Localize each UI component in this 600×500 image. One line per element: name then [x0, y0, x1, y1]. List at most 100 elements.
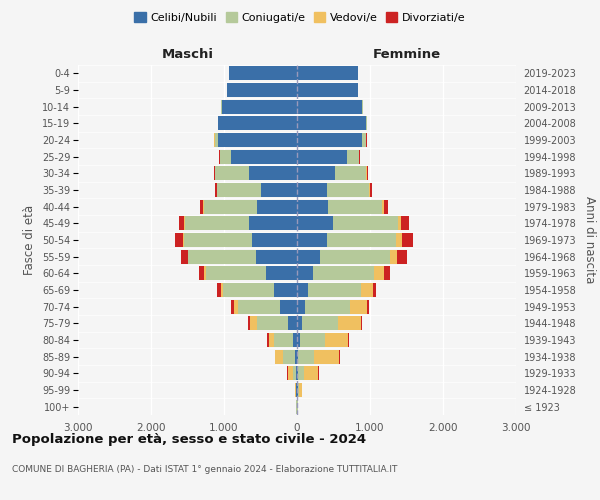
Bar: [320, 250, 390, 264]
Bar: [300, 333, 325, 347]
Bar: [335, 166, 367, 180]
Bar: [217, 183, 261, 197]
Bar: [398, 216, 401, 230]
Bar: [220, 150, 232, 164]
Bar: [287, 366, 293, 380]
Bar: [333, 216, 398, 230]
Bar: [293, 366, 296, 380]
Bar: [232, 150, 297, 164]
Bar: [297, 200, 328, 214]
Bar: [214, 166, 215, 180]
Bar: [230, 300, 234, 314]
Bar: [249, 216, 297, 230]
Bar: [298, 383, 299, 397]
Bar: [308, 283, 361, 297]
Bar: [384, 200, 388, 214]
Bar: [362, 133, 366, 147]
Bar: [367, 166, 368, 180]
Bar: [215, 183, 217, 197]
Bar: [313, 266, 374, 280]
Bar: [288, 316, 297, 330]
Bar: [275, 350, 283, 364]
Bar: [327, 183, 368, 197]
Bar: [297, 300, 305, 314]
Bar: [297, 350, 298, 364]
Bar: [361, 316, 362, 330]
Bar: [199, 266, 205, 280]
Bar: [248, 316, 250, 330]
Bar: [382, 200, 384, 214]
Bar: [297, 283, 308, 297]
Bar: [185, 216, 249, 230]
Bar: [299, 383, 302, 397]
Bar: [298, 366, 304, 380]
Bar: [402, 233, 413, 247]
Bar: [297, 316, 302, 330]
Bar: [373, 283, 376, 297]
Text: Femmine: Femmine: [373, 48, 440, 61]
Bar: [295, 350, 297, 364]
Bar: [269, 333, 274, 347]
Bar: [297, 233, 327, 247]
Bar: [200, 200, 203, 214]
Bar: [314, 350, 339, 364]
Bar: [206, 266, 266, 280]
Bar: [297, 266, 313, 280]
Bar: [327, 233, 396, 247]
Legend: Celibi/Nubili, Coniugati/e, Vedovi/e, Divorziati/e: Celibi/Nubili, Coniugati/e, Vedovi/e, Di…: [130, 8, 470, 28]
Bar: [222, 100, 297, 114]
Bar: [368, 183, 370, 197]
Bar: [297, 166, 335, 180]
Bar: [365, 116, 367, 130]
Y-axis label: Anni di nascita: Anni di nascita: [583, 196, 596, 284]
Bar: [304, 366, 319, 380]
Bar: [374, 266, 384, 280]
Bar: [396, 233, 402, 247]
Bar: [367, 300, 369, 314]
Bar: [302, 316, 338, 330]
Text: Maschi: Maschi: [161, 48, 214, 61]
Bar: [175, 233, 183, 247]
Bar: [280, 300, 297, 314]
Bar: [297, 216, 333, 230]
Bar: [215, 133, 218, 147]
Bar: [283, 350, 295, 364]
Bar: [249, 166, 297, 180]
Bar: [350, 300, 367, 314]
Bar: [223, 283, 274, 297]
Bar: [384, 266, 390, 280]
Text: Popolazione per età, sesso e stato civile - 2024: Popolazione per età, sesso e stato civil…: [12, 432, 366, 446]
Bar: [203, 200, 257, 214]
Bar: [397, 250, 407, 264]
Bar: [221, 283, 223, 297]
Bar: [297, 66, 358, 80]
Bar: [252, 233, 297, 247]
Bar: [181, 250, 188, 264]
Bar: [238, 300, 280, 314]
Bar: [370, 183, 372, 197]
Bar: [229, 66, 297, 80]
Bar: [217, 283, 221, 297]
Y-axis label: Fasce di età: Fasce di età: [23, 205, 37, 275]
Bar: [361, 283, 373, 297]
Bar: [179, 216, 184, 230]
Bar: [401, 216, 409, 230]
Bar: [297, 366, 298, 380]
Bar: [328, 200, 382, 214]
Bar: [267, 333, 269, 347]
Text: COMUNE DI BAGHERIA (PA) - Dati ISTAT 1° gennaio 2024 - Elaborazione TUTTITALIA.I: COMUNE DI BAGHERIA (PA) - Dati ISTAT 1° …: [12, 466, 397, 474]
Bar: [188, 250, 256, 264]
Bar: [325, 333, 348, 347]
Bar: [305, 300, 350, 314]
Bar: [234, 300, 238, 314]
Bar: [297, 83, 358, 97]
Bar: [297, 100, 362, 114]
Bar: [297, 333, 300, 347]
Bar: [338, 316, 361, 330]
Bar: [297, 150, 347, 164]
Bar: [218, 133, 297, 147]
Bar: [348, 333, 349, 347]
Bar: [296, 366, 297, 380]
Bar: [274, 333, 293, 347]
Bar: [297, 116, 365, 130]
